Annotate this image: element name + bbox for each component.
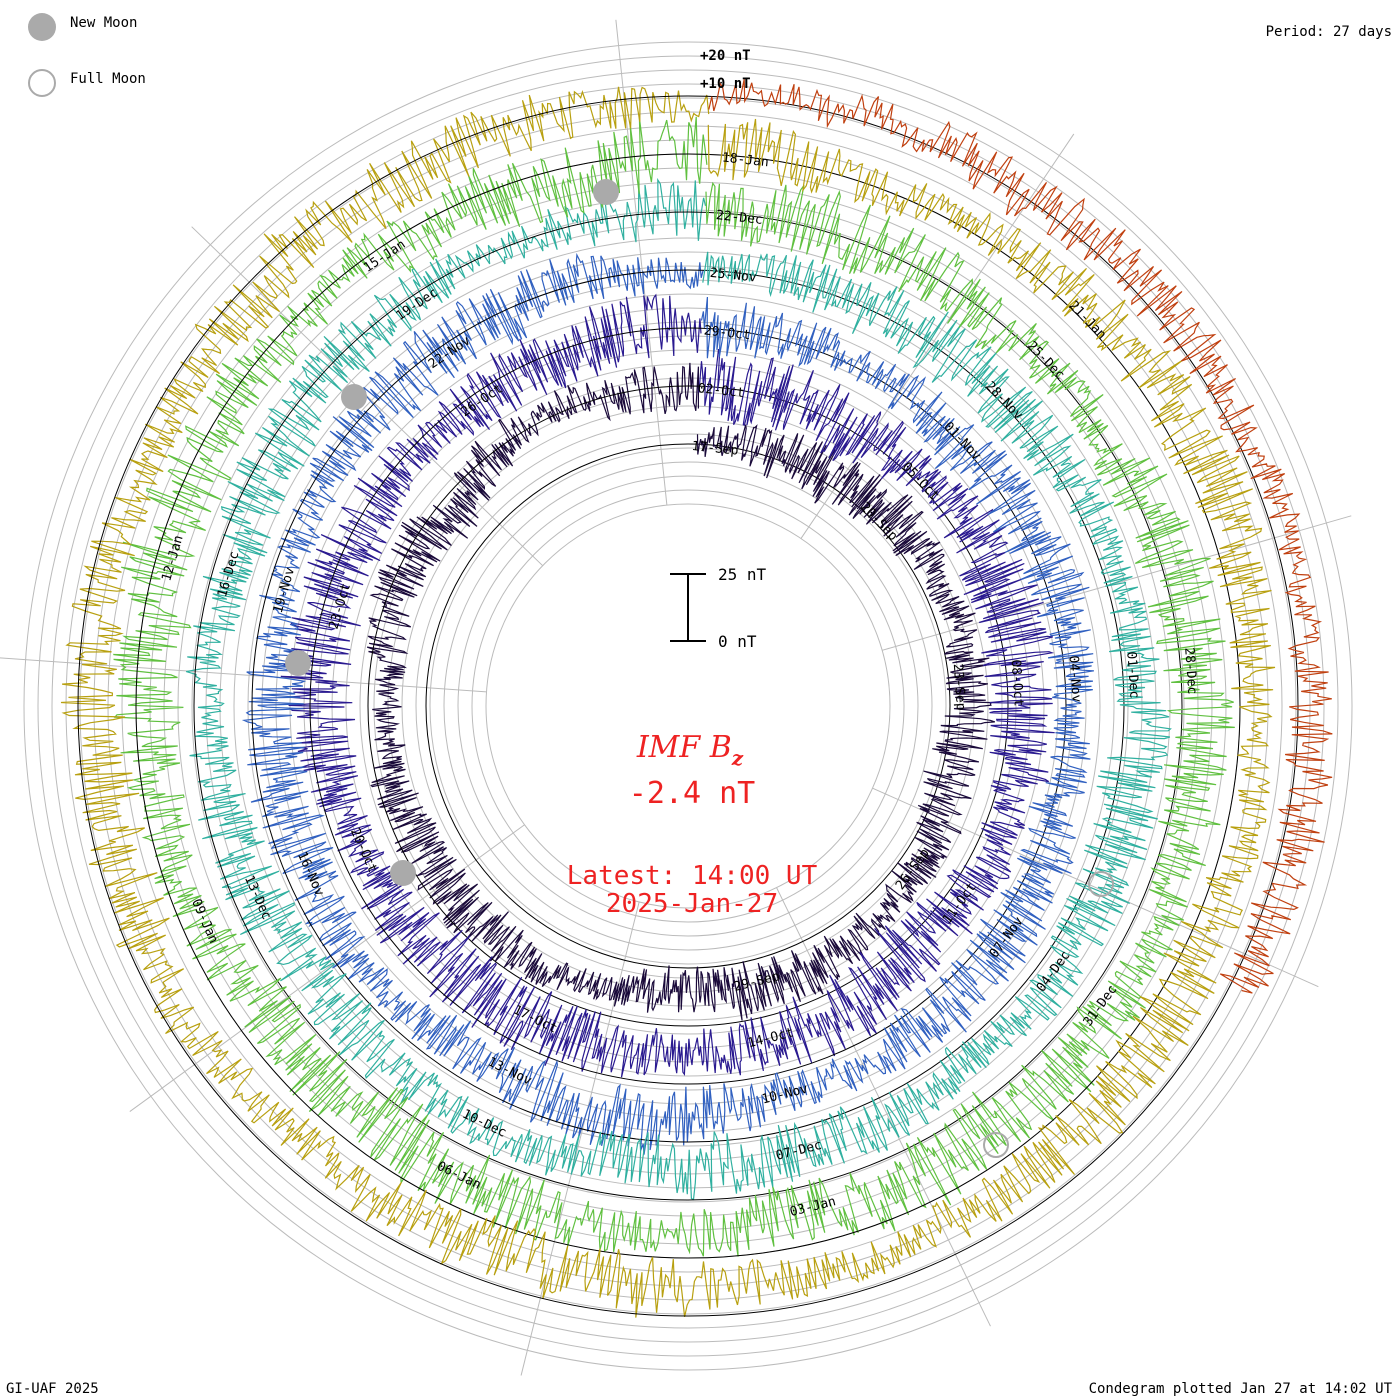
center-title-main: IMF B (636, 730, 732, 765)
grid-ring-0 (485, 503, 891, 909)
grid-ring-6 (401, 419, 975, 993)
scale-bar-bottom-label: 0 nT (718, 632, 757, 651)
grid-spoke-24 (191, 226, 544, 567)
date-label-29-Oct: 29-Oct (703, 323, 751, 343)
grid-ring-28 (93, 111, 1283, 1301)
legend-new-moon: New Moon (70, 15, 137, 31)
grid-ring-30 (65, 83, 1311, 1329)
grid-spoke-12 (776, 887, 991, 1327)
grid-ring-27 (107, 125, 1269, 1287)
period-label: Period: 27 days (1265, 24, 1392, 40)
center-title: IMF Bz (636, 730, 744, 770)
grid-rings (23, 41, 1353, 1371)
date-label-23-Sep: 23-Sep (950, 663, 968, 711)
grid-ring-18 (233, 251, 1143, 1161)
new-moon-marker-0 (593, 179, 619, 205)
baseline-rotation-4 (251, 269, 1125, 1143)
grid-ring-31 (51, 69, 1325, 1343)
grid-ring-2 (457, 475, 919, 937)
date-label-01-Dec: 01-Dec (1123, 651, 1141, 699)
grid-ring-11 (331, 349, 1045, 1063)
center-title-subscript: z (731, 746, 744, 770)
date-label-25-Nov: 25-Nov (709, 266, 757, 286)
date-label-13-Nov: 13-Nov (485, 1055, 534, 1089)
grid-ring-33 (23, 41, 1353, 1371)
date-label-26-Sep: 26-Sep (893, 846, 933, 893)
grid-ring-23 (163, 181, 1213, 1231)
moon-markers (285, 179, 1114, 1158)
new-moon-marker-3 (390, 860, 416, 886)
date-label-08-Oct: 08-Oct (1008, 659, 1026, 707)
trace-rotation-4 (186, 177, 1172, 1201)
date-label-17-Sep: 17-Sep (691, 439, 739, 459)
grid-spoke-6 (882, 515, 1352, 651)
grid-spoke-18 (129, 824, 525, 1112)
new-moon-marker-2 (285, 650, 311, 676)
grid-spoke-3 (800, 133, 1075, 539)
grid-ring-32 (37, 55, 1339, 1357)
date-label-22-Dec: 22-Dec (715, 208, 763, 228)
date-label-28-Dec: 28-Dec (1181, 647, 1199, 695)
grid-ring-15 (275, 293, 1101, 1119)
grid-ring-4 (429, 447, 947, 965)
full-moon-marker-1 (983, 1132, 1009, 1158)
grid-spoke-21 (0, 657, 487, 693)
trace-rotation-1 (366, 362, 996, 1021)
credit-label: GI-UAF 2025 (6, 1381, 99, 1397)
date-label-09-Jan: 09-Jan (188, 897, 221, 946)
grid-label-20: +20 nT (700, 48, 751, 64)
grid-spoke-15 (520, 901, 640, 1376)
trace-rotation-6 (60, 86, 1276, 1318)
latest-date: 2025-Jan-27 (606, 889, 778, 919)
bz-traces (60, 79, 1333, 1318)
legend-full-moon: Full Moon (70, 71, 146, 87)
baseline-rotation-3 (309, 327, 1067, 1085)
scale-bar-top-label: 25 nT (718, 565, 767, 584)
baseline-rotation-5 (193, 211, 1183, 1201)
latest-value: -2.4 nT (629, 776, 755, 811)
trace-rotation-3 (241, 252, 1094, 1155)
baseline-rotation-1 (425, 443, 951, 969)
trace-rotation-2 (280, 293, 1055, 1078)
date-label-10-Nov: 10-Nov (760, 1082, 809, 1108)
new-moon-icon (28, 13, 56, 41)
grid-spokes (0, 19, 1352, 1376)
date-label-18-Jan: 18-Jan (721, 150, 769, 170)
grid-ring-3 (443, 461, 933, 951)
latest-time: Latest: 14:00 UT (567, 861, 818, 891)
baseline-rotation-2 (367, 385, 1009, 1027)
date-label-02-Oct: 02-Oct (697, 381, 745, 401)
trace-rotation-5 (113, 116, 1235, 1257)
grid-label-10: +10 nT (700, 76, 751, 92)
grid-ring-9 (359, 377, 1017, 1035)
grid-ring-1 (471, 489, 905, 923)
grid-ring-22 (177, 195, 1199, 1217)
trace-rotation-7 (708, 79, 1333, 994)
full-moon-marker-0 (1088, 871, 1114, 897)
new-moon-marker-1 (341, 384, 367, 410)
plotted-label: Condegram plotted Jan 27 at 14:02 UT (1088, 1381, 1392, 1397)
date-label-04-Nov: 04-Nov (1065, 655, 1083, 703)
baseline-rotation-6 (135, 153, 1241, 1259)
full-moon-icon (28, 69, 56, 97)
